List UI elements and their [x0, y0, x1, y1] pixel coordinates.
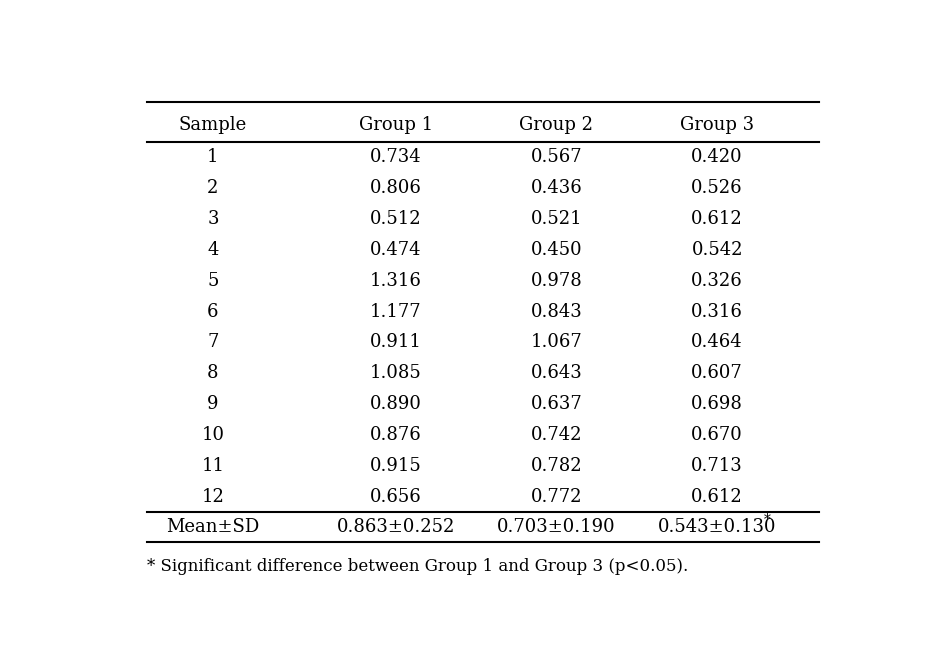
Text: 0.806: 0.806 — [370, 179, 422, 197]
Text: 0.656: 0.656 — [370, 488, 422, 506]
Text: 0.863±0.252: 0.863±0.252 — [337, 518, 455, 536]
Text: 0.772: 0.772 — [531, 488, 582, 506]
Text: 0.915: 0.915 — [370, 457, 422, 475]
Text: 0.567: 0.567 — [531, 148, 582, 166]
Text: Sample: Sample — [179, 116, 247, 134]
Text: 0.670: 0.670 — [691, 426, 743, 444]
Text: 5: 5 — [207, 272, 219, 290]
Text: 0.698: 0.698 — [691, 395, 743, 413]
Text: 0.911: 0.911 — [370, 333, 422, 351]
Text: 2: 2 — [207, 179, 219, 197]
Text: *: * — [764, 513, 770, 527]
Text: 0.703±0.190: 0.703±0.190 — [497, 518, 616, 536]
Text: 0.543±0.130: 0.543±0.130 — [658, 518, 776, 536]
Text: 0.643: 0.643 — [531, 364, 582, 382]
Text: 0.890: 0.890 — [370, 395, 422, 413]
Text: Group 3: Group 3 — [680, 116, 754, 134]
Text: 7: 7 — [207, 333, 219, 351]
Text: 0.978: 0.978 — [531, 272, 582, 290]
Text: 0.637: 0.637 — [531, 395, 582, 413]
Text: 1.067: 1.067 — [531, 333, 582, 351]
Text: 9: 9 — [207, 395, 219, 413]
Text: Group 1: Group 1 — [358, 116, 433, 134]
Text: 0.542: 0.542 — [691, 241, 743, 259]
Text: 0.521: 0.521 — [531, 210, 582, 228]
Text: 0.526: 0.526 — [691, 179, 743, 197]
Text: 0.474: 0.474 — [370, 241, 422, 259]
Text: 0.713: 0.713 — [691, 457, 743, 475]
Text: 0.420: 0.420 — [691, 148, 743, 166]
Text: 0.734: 0.734 — [370, 148, 422, 166]
Text: 0.436: 0.436 — [531, 179, 582, 197]
Text: 0.464: 0.464 — [691, 333, 743, 351]
Text: 4: 4 — [207, 241, 219, 259]
Text: 0.316: 0.316 — [691, 302, 743, 321]
Text: 0.612: 0.612 — [691, 210, 743, 228]
Text: 0.782: 0.782 — [531, 457, 582, 475]
Text: Group 2: Group 2 — [520, 116, 593, 134]
Text: 12: 12 — [202, 488, 224, 506]
Text: 0.876: 0.876 — [370, 426, 422, 444]
Text: 3: 3 — [207, 210, 219, 228]
Text: 0.843: 0.843 — [531, 302, 582, 321]
Text: Mean±SD: Mean±SD — [166, 518, 259, 536]
Text: 0.742: 0.742 — [531, 426, 582, 444]
Text: 1: 1 — [207, 148, 219, 166]
Text: 11: 11 — [202, 457, 224, 475]
Text: * Significant difference between Group 1 and Group 3 (p<0.05).: * Significant difference between Group 1… — [147, 558, 688, 575]
Text: 1.177: 1.177 — [370, 302, 422, 321]
Text: 0.326: 0.326 — [691, 272, 743, 290]
Text: 0.512: 0.512 — [370, 210, 422, 228]
Text: 0.612: 0.612 — [691, 488, 743, 506]
Text: 8: 8 — [207, 364, 219, 382]
Text: 6: 6 — [207, 302, 219, 321]
Text: 10: 10 — [202, 426, 224, 444]
Text: 1.085: 1.085 — [370, 364, 422, 382]
Text: 0.450: 0.450 — [531, 241, 582, 259]
Text: 1.316: 1.316 — [370, 272, 422, 290]
Text: 0.607: 0.607 — [691, 364, 743, 382]
